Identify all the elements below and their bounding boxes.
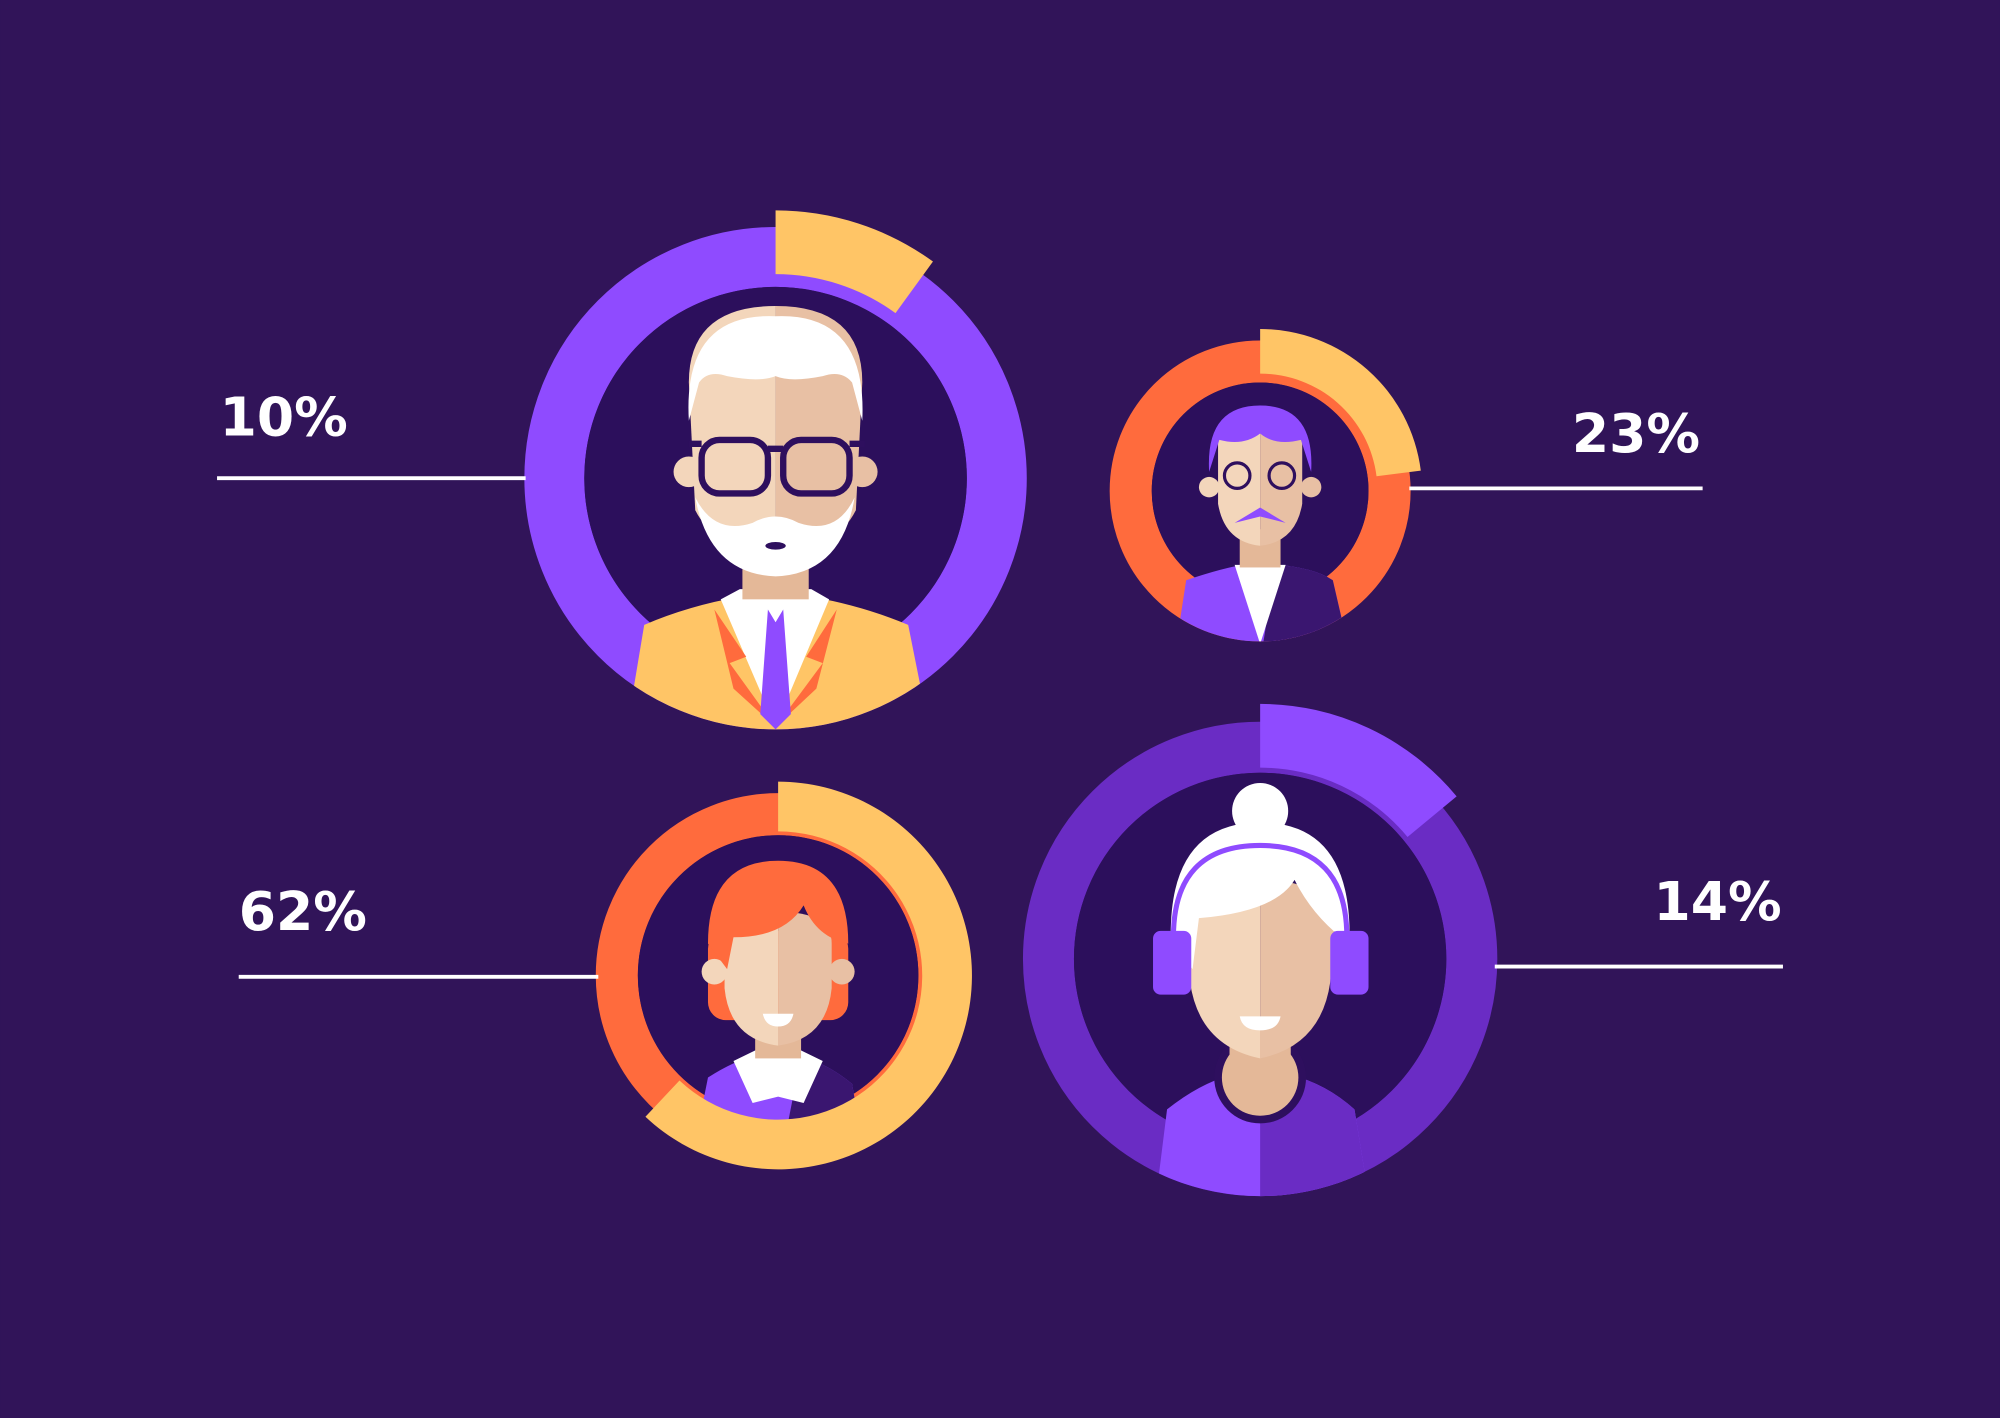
value-label: 23% xyxy=(1572,402,1700,465)
value-label: 62% xyxy=(239,880,367,943)
donut-segment xyxy=(1260,328,1421,477)
avatars xyxy=(625,306,1372,1197)
avatar xyxy=(1153,782,1372,1197)
donut-segment xyxy=(775,210,933,314)
value-label: 10% xyxy=(220,385,348,448)
donut-segment xyxy=(645,781,972,1170)
avatar xyxy=(625,306,932,730)
labels: 10% 23% 62% 14% xyxy=(217,385,1783,979)
donut-segment xyxy=(1260,703,1457,838)
value-label: 14% xyxy=(1654,870,1782,933)
arcs xyxy=(645,210,1457,1170)
